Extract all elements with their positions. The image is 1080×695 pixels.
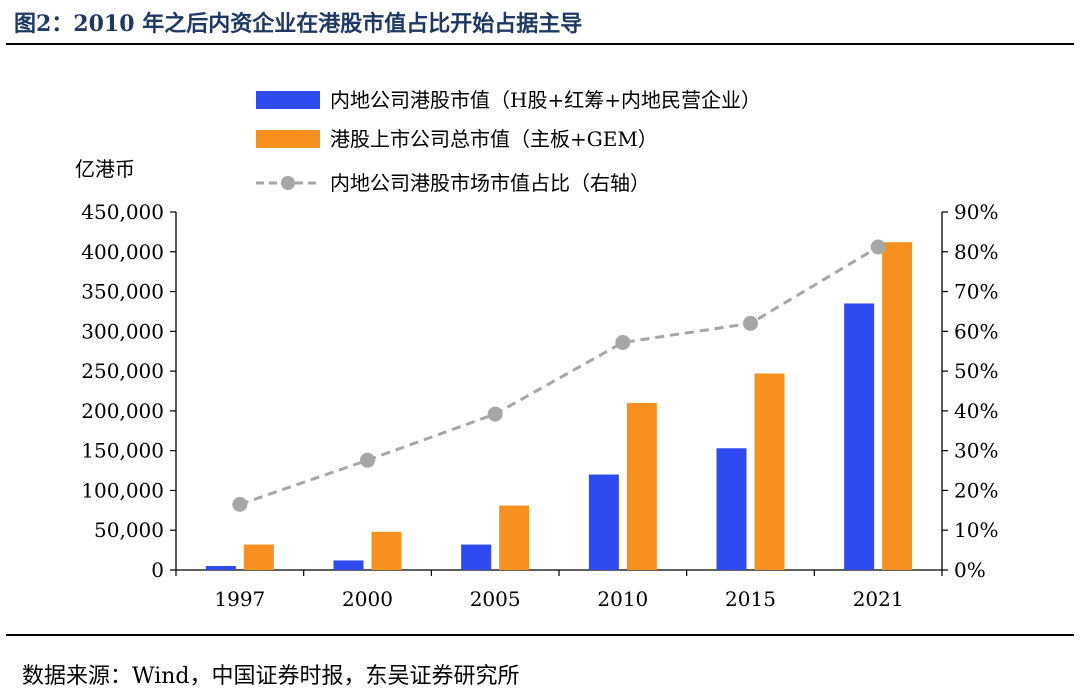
legend: 内地公司港股市值（H股+红筹+内地民营企业） 港股上市公司总市值（主板+GEM）… <box>256 88 761 195</box>
y-right-tick-label: 50% <box>954 359 998 383</box>
line-point-2015 <box>743 315 758 331</box>
line-point-2021 <box>870 239 886 255</box>
line-point-2000 <box>360 452 375 468</box>
legend-label-series-2: 内地公司港股市场市值占比（右轴） <box>330 171 650 195</box>
bar-series-1-2000 <box>371 531 402 570</box>
y-right-tick-label: 70% <box>954 280 998 304</box>
y-left-tick-label: 200,000 <box>81 399 164 423</box>
x-tick-label: 1997 <box>214 587 265 611</box>
figure-title: 图2：2010 年之后内资企业在港股市值占比开始占据主导 <box>14 11 583 37</box>
y-left-tick-label: 50,000 <box>94 518 164 542</box>
line-point-2010 <box>615 334 631 350</box>
y-left-tick-label: 0 <box>151 558 164 582</box>
bar-series-1-2010 <box>626 402 657 570</box>
bar-series-0-2000 <box>333 560 364 570</box>
bar-series-0-2010 <box>588 474 619 570</box>
x-tick-label: 2005 <box>470 587 521 611</box>
line-point-1997 <box>232 496 248 512</box>
line-series-share <box>239 245 879 506</box>
y-left-tick-label: 300,000 <box>81 319 164 343</box>
chart: 内地公司港股市值（H股+红筹+内地民营企业） 港股上市公司总市值（主板+GEM）… <box>75 88 998 611</box>
y-right-tick-label: 60% <box>954 319 998 343</box>
y-right-tick-label: 10% <box>954 518 998 542</box>
y-right-tick-label: 0% <box>954 558 986 582</box>
y-right-tick-label: 40% <box>954 399 998 423</box>
legend-label-series-0: 内地公司港股市值（H股+红筹+内地民营企业） <box>330 88 761 112</box>
y-left-tick-label: 450,000 <box>81 200 164 224</box>
bar-series-1-1997 <box>243 544 274 570</box>
x-tick-label: 2015 <box>725 587 776 611</box>
bar-series-0-1997 <box>205 566 236 570</box>
top-rule <box>6 43 1074 45</box>
source-note: 数据来源：Wind，中国证券时报，东吴证券研究所 <box>22 664 520 689</box>
x-tick-label: 2000 <box>342 587 393 611</box>
y-left-axis-label: 亿港币 <box>75 157 135 181</box>
legend-swatch-series-0 <box>256 91 320 109</box>
bar-series-0-2021 <box>844 303 875 570</box>
legend-label-series-1: 港股上市公司总市值（主板+GEM） <box>330 127 658 151</box>
x-tick-label: 2021 <box>853 587 904 611</box>
y-left-tick-label: 150,000 <box>81 439 164 463</box>
bar-series-0-2005 <box>461 544 492 570</box>
legend-swatch-series-2-marker <box>281 176 295 190</box>
bar-series-0-2015 <box>716 448 747 570</box>
y-right-tick-label: 90% <box>954 200 998 224</box>
bar-series-1-2005 <box>499 505 530 570</box>
line-point-2005 <box>487 406 503 422</box>
y-right-tick-label: 30% <box>954 439 998 463</box>
y-right-tick-label: 20% <box>954 478 998 502</box>
bar-series-1-2015 <box>754 373 785 570</box>
y-left-tick-label: 350,000 <box>81 280 164 304</box>
y-left-tick-label: 100,000 <box>81 478 164 502</box>
legend-swatch-series-1 <box>256 130 320 148</box>
x-tick-label: 2010 <box>597 587 648 611</box>
bar-series-1-2021 <box>882 242 913 570</box>
y-left-tick-label: 250,000 <box>81 359 164 383</box>
y-left-tick-label: 400,000 <box>81 240 164 264</box>
bottom-rule <box>6 634 1074 636</box>
y-right-tick-label: 80% <box>954 240 998 264</box>
